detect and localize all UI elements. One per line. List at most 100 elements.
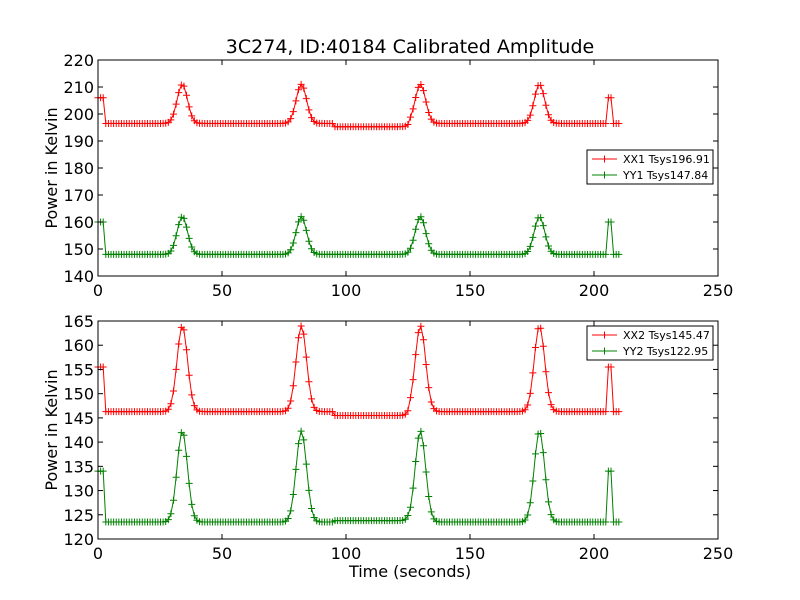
data-point	[404, 407, 412, 415]
data-point	[175, 221, 183, 229]
data-point	[425, 108, 433, 116]
data-point	[305, 378, 313, 386]
data-point	[615, 250, 623, 258]
data-point	[529, 369, 537, 377]
data-point	[544, 242, 552, 250]
data-point	[602, 119, 610, 127]
data-point	[420, 87, 427, 95]
top-panel: 0 50 100 150 200 250 140 150 160 170 180 190 200 210 2…	[42, 51, 733, 300]
data-point	[300, 216, 308, 224]
x-tick-label: 200	[579, 281, 610, 300]
data-point	[417, 427, 425, 435]
data-point	[185, 234, 193, 242]
data-point	[180, 214, 188, 222]
data-point	[295, 86, 303, 94]
data-point	[427, 508, 435, 516]
top-panel-series	[94, 80, 623, 258]
data-point	[164, 516, 172, 524]
data-point	[529, 233, 537, 241]
data-point	[297, 213, 305, 221]
x-tick-label: 50	[212, 281, 232, 300]
x-tick-label: 100	[331, 281, 362, 300]
data-point	[287, 397, 295, 405]
data-point	[308, 505, 316, 513]
data-point	[526, 499, 534, 507]
data-point	[300, 84, 308, 92]
top-panel-legend: XX1 Tsys196.91 YY1 Tsys147.84	[586, 149, 714, 185]
data-point	[615, 408, 623, 416]
data-point	[404, 248, 412, 256]
data-point	[425, 240, 433, 248]
data-point	[417, 322, 425, 330]
data-point	[180, 431, 188, 439]
y-tick-label: 165	[63, 312, 94, 331]
data-point	[542, 233, 550, 241]
data-point	[302, 353, 310, 361]
data-point	[602, 250, 610, 258]
data-point	[544, 498, 552, 506]
data-point	[164, 405, 172, 413]
data-point	[524, 247, 532, 255]
data-point	[602, 518, 610, 526]
data-point	[172, 365, 180, 373]
x-tick-label: 0	[93, 544, 103, 563]
chart-title: 3C274, ID:40184 Calibrated Amplitude	[226, 36, 594, 58]
data-point	[292, 229, 300, 237]
y-tick-label: 125	[63, 506, 94, 525]
data-point	[297, 322, 305, 330]
data-point	[170, 241, 178, 249]
data-point	[537, 214, 545, 222]
legend-label: YY2 Tsys122.95	[622, 345, 708, 358]
data-point	[305, 106, 313, 114]
data-point	[542, 476, 550, 484]
data-point	[167, 400, 175, 408]
data-point	[287, 246, 295, 254]
y-tick-label: 180	[63, 159, 94, 178]
data-point	[607, 94, 615, 102]
x-tick-label: 50	[212, 544, 232, 563]
data-point	[521, 516, 529, 524]
data-point	[180, 326, 188, 334]
data-point	[404, 121, 412, 129]
data-point	[607, 363, 615, 371]
data-point	[183, 346, 191, 354]
data-point	[302, 460, 310, 468]
data-point	[524, 401, 532, 409]
legend-label: XX1 Tsys196.91	[623, 153, 710, 166]
data-point	[297, 80, 305, 88]
data-point	[289, 239, 297, 247]
data-point	[188, 243, 196, 251]
data-point	[544, 111, 552, 119]
data-point	[302, 226, 310, 234]
data-point	[539, 222, 547, 230]
y-tick-label: 170	[63, 186, 94, 205]
data-point	[531, 343, 539, 351]
top-panel-ylabel: Power in Kelvin	[42, 107, 61, 228]
data-point	[412, 351, 420, 359]
data-point	[284, 404, 292, 412]
data-point	[300, 436, 308, 444]
data-point	[409, 376, 417, 384]
data-point	[529, 102, 537, 110]
data-point	[524, 116, 532, 124]
data-point	[308, 395, 316, 403]
data-point	[175, 89, 183, 97]
data-point	[539, 342, 547, 350]
data-point	[297, 427, 305, 435]
data-point	[183, 452, 191, 460]
y-tick-label: 150	[63, 385, 94, 404]
data-point	[417, 80, 425, 88]
data-point	[406, 113, 414, 121]
data-point	[531, 222, 539, 230]
data-point	[526, 389, 534, 397]
data-point	[412, 458, 420, 466]
data-point	[289, 382, 297, 390]
legend-box	[586, 149, 714, 185]
data-point	[615, 119, 623, 127]
series-xx2	[94, 322, 623, 419]
data-point	[287, 507, 295, 515]
bottom-panel-frame	[97, 320, 719, 540]
data-point	[607, 218, 615, 226]
data-point	[183, 91, 191, 99]
